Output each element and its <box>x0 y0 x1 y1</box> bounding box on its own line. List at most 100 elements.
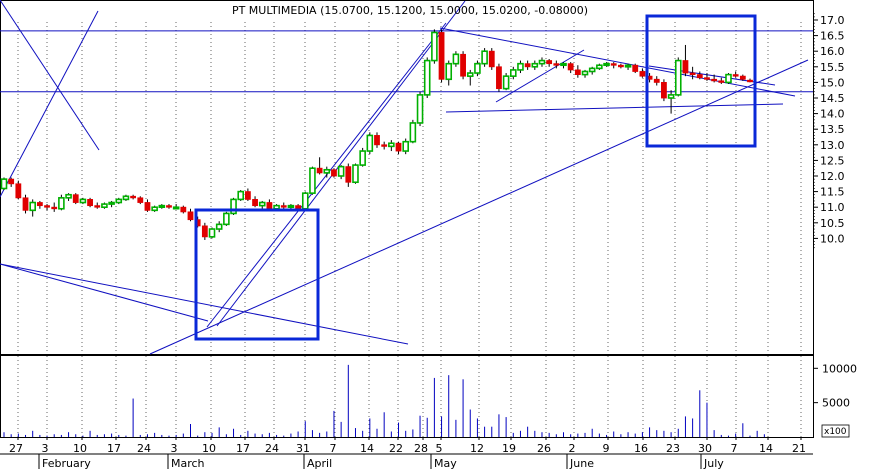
candle-body <box>517 62 524 71</box>
candle-body <box>345 166 352 183</box>
candle-body <box>423 59 431 96</box>
candle-body <box>58 197 65 210</box>
candle-body <box>588 67 596 73</box>
candle-body <box>531 62 539 68</box>
date-tick-label: 7 <box>731 442 738 455</box>
candle-body <box>208 228 216 238</box>
trendline <box>0 263 209 322</box>
candle-body <box>316 167 323 174</box>
trendline <box>149 59 809 355</box>
candle-body <box>409 122 417 143</box>
date-tick-label: 7 <box>330 442 337 455</box>
box-layer <box>194 14 757 341</box>
date-tick-label: 19 <box>502 442 516 455</box>
candle-body <box>223 212 230 226</box>
candle-body <box>610 63 617 66</box>
candle-body <box>567 63 574 71</box>
price-tick-label: 12.5 <box>820 154 845 167</box>
candle-body <box>509 69 517 77</box>
candle-body <box>718 80 725 83</box>
candle-body <box>287 204 295 208</box>
price-tick-label: 10.0 <box>820 232 845 245</box>
date-tick-label: 22 <box>389 442 403 455</box>
date-tick-label: 24 <box>137 442 151 455</box>
candle-body <box>546 60 553 65</box>
trendline <box>0 10 99 198</box>
candle-body <box>22 197 29 211</box>
month-label: March <box>171 457 205 469</box>
candle-body <box>258 201 266 207</box>
price-tick-label: 13.5 <box>820 123 845 136</box>
candle-body <box>374 135 380 146</box>
candle-body <box>639 71 646 77</box>
volume-layer <box>3 364 765 437</box>
candle-body <box>79 198 87 204</box>
candle-body <box>0 178 8 190</box>
candle-body <box>502 75 510 90</box>
month-label: February <box>42 457 91 469</box>
candle-body <box>538 59 546 65</box>
date-tick-label: 31 <box>296 442 310 455</box>
candle-body <box>696 74 703 79</box>
month-label: July <box>703 457 724 469</box>
date-tick-label: 17 <box>236 442 250 455</box>
date-tick-label: 9 <box>603 442 610 455</box>
candle-body <box>29 201 36 212</box>
candle-body <box>445 62 453 81</box>
candle-body <box>87 198 93 207</box>
price-tick-label: 12.0 <box>820 170 845 183</box>
date-tick-label: 14 <box>360 442 374 455</box>
price-tick-label: 15.5 <box>820 61 845 74</box>
trendline <box>495 49 585 103</box>
candle-body <box>603 62 610 67</box>
candle-body <box>94 205 101 208</box>
candle-body <box>395 142 402 152</box>
date-tick-label: 28 <box>414 442 428 455</box>
candle-body <box>323 168 331 174</box>
date-tick-label: 14 <box>759 442 773 455</box>
candle-layer <box>0 29 753 240</box>
date-tick-label: 5 <box>436 442 443 455</box>
candle-body <box>711 78 718 82</box>
candle-body <box>431 31 438 62</box>
candle-body <box>674 59 682 96</box>
candle-body <box>524 63 531 68</box>
candle-body <box>309 167 316 194</box>
volume-tick-label: 10000 <box>822 362 857 375</box>
date-tick-label: 2 <box>569 442 576 455</box>
date-tick-label: 21 <box>792 442 806 455</box>
candle-body <box>65 193 72 199</box>
candle-body <box>115 198 123 204</box>
chart-title: PT MULTIMEDIA (15.0700, 15.1200, 15.0000… <box>232 4 588 17</box>
candle-body <box>172 206 180 210</box>
price-tick-label: 11.5 <box>820 186 845 199</box>
volume-panel-frame <box>0 355 814 438</box>
candle-body <box>460 53 466 77</box>
candle-body <box>15 183 22 199</box>
candle-body <box>359 150 366 166</box>
candle-body <box>452 53 460 65</box>
candle-body <box>130 195 137 199</box>
candle-body <box>739 75 746 80</box>
price-tick-label: 11.0 <box>820 201 845 214</box>
volume-multiplier-box <box>821 424 850 438</box>
candle-body <box>252 198 258 207</box>
price-tick-label: 16.0 <box>820 45 845 58</box>
candle-body <box>237 190 245 201</box>
candle-body <box>689 72 696 76</box>
candle-body <box>632 64 639 72</box>
trendline <box>216 0 466 327</box>
date-tick-label: 10 <box>202 442 216 455</box>
candle-body <box>747 79 753 83</box>
candle-body <box>201 225 208 238</box>
trendline-layer <box>0 0 813 355</box>
price-panel-frame <box>0 0 814 355</box>
date-tick-label: 26 <box>537 442 551 455</box>
candle-body <box>481 50 488 65</box>
candle-body <box>617 64 624 68</box>
highlight-box <box>194 208 320 341</box>
candle-body <box>51 206 58 210</box>
price-tick-label: 14.0 <box>820 108 845 121</box>
candle-body <box>402 140 409 152</box>
